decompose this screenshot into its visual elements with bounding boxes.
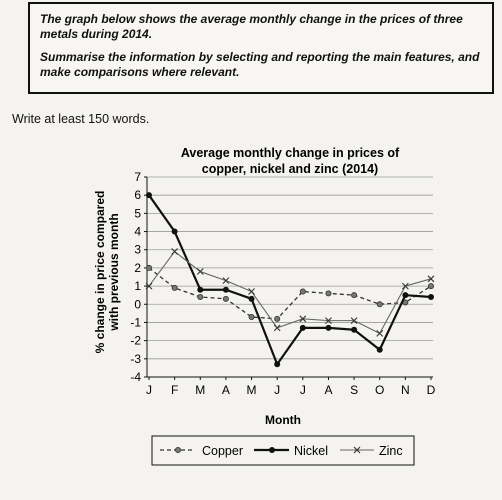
series-line-zinc [148,250,432,334]
legend: Copper Nickel Zinc [151,435,415,466]
series-line-copper [148,267,432,320]
point-nickel [171,228,178,235]
y-tick-label: 6 [134,188,141,202]
point-zinc [222,277,230,285]
point-nickel [222,286,229,293]
x-tick-label: M [195,383,205,397]
y-tick-label: 5 [134,206,141,220]
point-zinc [171,248,179,255]
point-copper [299,288,306,295]
point-zinc [145,282,153,290]
y-tick-label: -4 [130,370,141,384]
legend-copper-label: Copper [202,444,243,458]
point-zinc [427,275,435,283]
point-nickel [402,292,409,299]
x-tick-label: D [427,383,436,397]
point-nickel [376,346,383,353]
point-nickel [197,286,204,293]
y-tick-labels: 7 6 5 4 3 2 1 0 -1 -2 -3 -4 [130,170,147,384]
legend-zinc-marker [353,446,361,454]
task-box: The graph below shows the average monthl… [28,2,494,94]
point-copper [197,293,204,300]
point-zinc [248,288,255,295]
legend-nickel-label: Nickel [294,444,328,458]
word-requirement: Write at least 150 words. [12,112,150,126]
point-zinc [401,282,409,290]
x-tick-label: A [324,383,332,397]
point-zinc [376,329,384,337]
chart-title-line-1: Average monthly change in prices of [181,146,400,160]
x-tick-label: J [274,383,280,397]
y-tick-label: 0 [134,297,141,311]
x-tick-label: F [171,383,178,397]
point-copper [274,315,281,322]
task-prompt: The graph below shows the average monthl… [40,12,463,41]
y-tick-label: 1 [134,279,141,293]
point-copper [351,292,358,299]
point-copper [248,313,255,320]
point-zinc [196,268,204,275]
y-tick-label: 7 [134,170,141,184]
y-tick-label: -1 [130,315,141,329]
x-tick-label: S [350,383,358,397]
point-copper [145,264,152,271]
task-instruction: Summarise the information by selecting a… [40,50,480,79]
y-tick-label: 2 [134,261,141,275]
point-nickel [146,192,152,199]
legend-zinc-label: Zinc [379,444,403,458]
point-nickel [299,324,306,331]
chart-title-line-2: copper, nickel and zinc (2014) [202,162,378,176]
point-zinc [350,317,358,325]
x-tick-label: M [247,383,257,397]
point-zinc [299,315,307,323]
legend-copper-marker [174,446,181,453]
point-copper [222,295,229,302]
point-nickel [325,324,332,331]
x-tick-label: O [375,383,384,397]
y-axis-label-line-2: with previous month [107,213,121,331]
y-tick-label: -2 [130,334,141,348]
point-copper [325,290,332,297]
point-nickel [248,295,255,302]
legend-nickel-marker [269,447,275,453]
x-tick-label: J [146,383,152,397]
x-axis-label: Month [265,413,301,427]
y-tick-label: 4 [134,225,141,239]
y-axis-label-line-1: % change in price compared [93,191,107,354]
point-nickel [428,294,434,300]
point-nickel [351,326,358,333]
point-copper [376,301,383,308]
x-tick-label: J [300,383,306,397]
x-tick-label: N [401,383,410,397]
point-zinc [325,317,332,325]
series-lines [145,192,435,368]
point-copper [427,283,434,290]
y-tick-label: -3 [130,352,141,366]
point-zinc [273,324,281,332]
point-nickel [274,361,281,368]
y-tick-label: 3 [134,243,141,257]
series-line-nickel [148,194,432,366]
x-tick-label: A [222,383,230,397]
point-copper [171,284,178,291]
